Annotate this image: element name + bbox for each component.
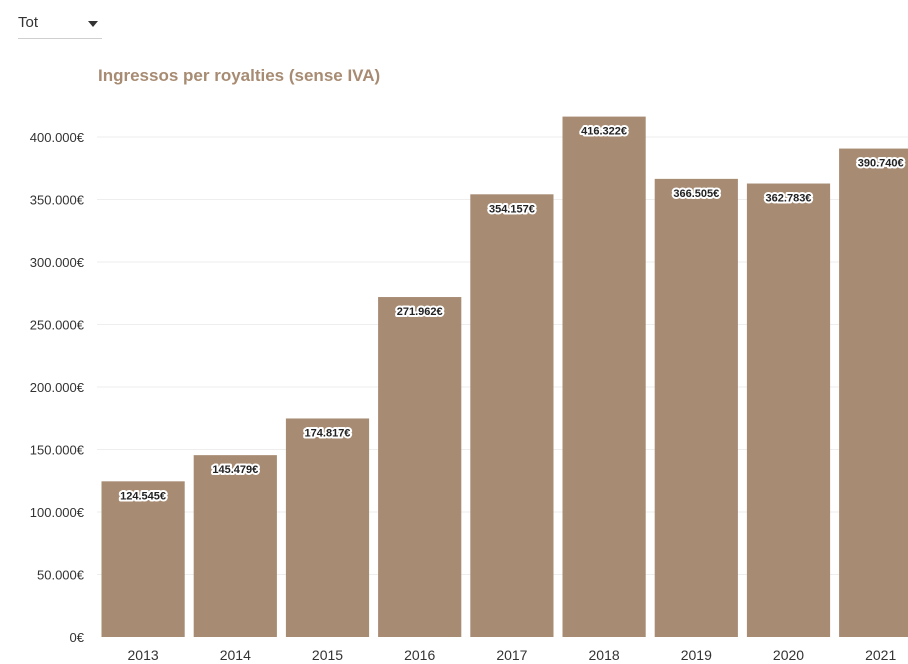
y-tick-label: 350.000€	[30, 193, 85, 208]
x-tick-label: 2016	[404, 647, 435, 663]
data-label: 366.505€	[673, 188, 719, 200]
y-tick-label: 100.000€	[30, 505, 85, 520]
data-label-halo: 416.322€	[581, 126, 627, 138]
y-tick-label: 150.000€	[30, 443, 85, 458]
chart-title: Ingressos per royalties (sense IVA)	[98, 66, 381, 85]
data-label-halo: 271.962€	[397, 306, 443, 318]
x-tick-label: 2015	[312, 647, 343, 663]
x-tick-label: 2014	[220, 647, 251, 663]
bar-2014[interactable]	[193, 455, 277, 637]
y-tick-label: 250.000€	[30, 318, 85, 333]
year-filter-value: Tot	[18, 14, 39, 31]
y-tick-label: 0€	[70, 630, 85, 645]
data-label: 390.740€	[858, 158, 904, 170]
y-tick-label: 50.000€	[37, 568, 85, 583]
bar-2019[interactable]	[654, 178, 738, 637]
x-tick-label: 2018	[589, 647, 620, 663]
data-label-halo: 354.157€	[489, 203, 535, 215]
bar-2021[interactable]	[839, 148, 908, 637]
y-tick-label: 400.000€	[30, 130, 85, 145]
data-label: 271.962€	[397, 306, 443, 318]
bar-2020[interactable]	[746, 183, 831, 638]
data-label: 124.545€	[120, 490, 166, 502]
y-tick-label: 200.000€	[30, 380, 85, 395]
bar-2013[interactable]	[101, 481, 185, 637]
x-tick-label: 2021	[865, 647, 896, 663]
data-label-halo: 174.817€	[305, 427, 351, 439]
y-tick-label: 300.000€	[30, 255, 85, 270]
x-tick-label: 2020	[773, 647, 804, 663]
year-filter-dropdown[interactable]: Tot	[18, 8, 102, 39]
bar-2018[interactable]	[562, 116, 646, 637]
data-label-halo: 362.783€	[766, 193, 812, 205]
data-label-halo: 366.505€	[673, 188, 719, 200]
bar-2017[interactable]	[470, 194, 554, 637]
data-label: 354.157€	[489, 203, 535, 215]
bar-2016[interactable]	[378, 297, 462, 637]
bar-2015[interactable]	[285, 418, 370, 637]
x-tick-label: 2019	[681, 647, 712, 663]
data-label: 362.783€	[766, 193, 812, 205]
data-label-halo: 390.740€	[858, 158, 904, 170]
x-tick-label: 2013	[128, 647, 159, 663]
data-label: 145.479€	[212, 464, 258, 476]
data-label: 416.322€	[581, 126, 627, 138]
data-label-halo: 124.545€	[120, 490, 166, 502]
caret-down-icon	[88, 21, 98, 27]
data-label: 174.817€	[305, 427, 351, 439]
x-tick-label: 2017	[496, 647, 527, 663]
data-label-halo: 145.479€	[212, 464, 258, 476]
